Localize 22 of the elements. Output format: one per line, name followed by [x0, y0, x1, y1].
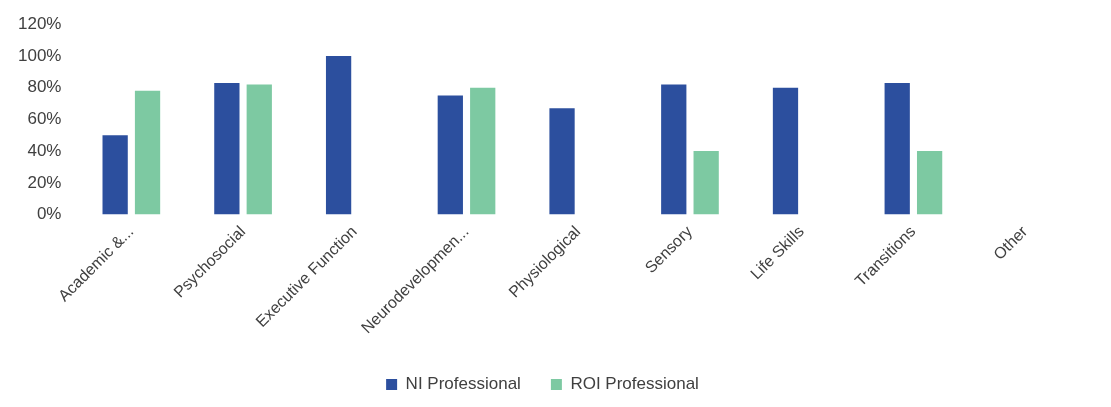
y-tick-label: 40%	[27, 140, 62, 160]
bar	[470, 87, 496, 215]
bar	[437, 95, 463, 215]
bar	[772, 87, 799, 215]
y-tick-label: 80%	[27, 77, 62, 97]
y-tick-label: 0%	[36, 204, 62, 224]
bar	[549, 108, 575, 215]
bar	[102, 135, 128, 215]
bar	[661, 84, 687, 215]
legend-label: ROI Professional	[570, 374, 699, 394]
y-tick-label: 60%	[27, 109, 62, 129]
bar	[134, 90, 161, 215]
bar	[325, 55, 352, 215]
bar	[246, 84, 272, 215]
y-tick-label: 120%	[18, 13, 62, 33]
y-tick-label: 20%	[27, 172, 62, 192]
bar	[884, 82, 910, 215]
legend-label: NI Professional	[405, 374, 521, 394]
bar	[214, 82, 240, 215]
bar	[916, 151, 943, 215]
bar	[693, 151, 719, 215]
y-tick-label: 100%	[18, 45, 62, 65]
